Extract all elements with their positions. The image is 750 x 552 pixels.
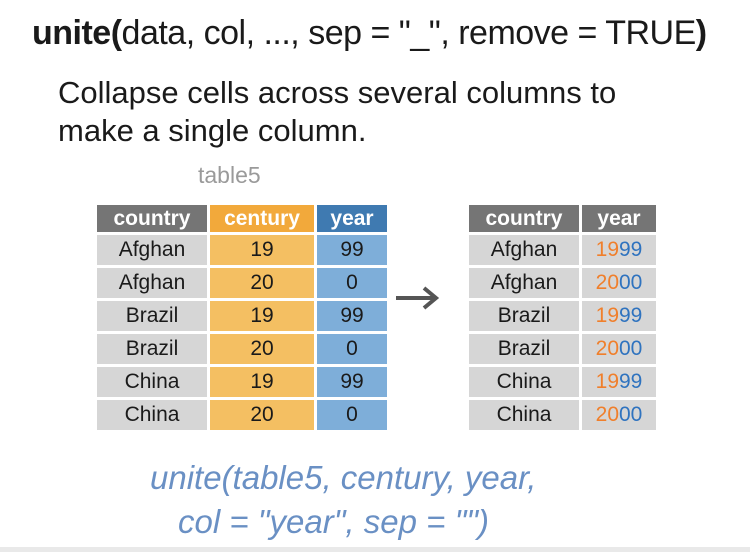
century-part: 20 [595,337,619,360]
cell-country: Afghan [469,268,579,298]
column-header-year: year [582,205,656,232]
cell-country: Brazil [469,334,579,364]
cell-century: 19 [210,301,314,331]
cell-year: 2000 [582,400,656,430]
cell-year: 1999 [582,301,656,331]
year-part: 99 [619,304,643,327]
column-header-year: year [317,205,387,232]
table-row: Afghan 2000 [469,268,656,298]
century-part: 20 [595,403,619,426]
cell-country: Afghan [469,235,579,265]
century-part: 19 [595,238,619,261]
table-row: China 1999 [469,367,656,397]
cell-year: 0 [317,334,387,364]
open-paren: ( [110,14,122,52]
cell-country: China [469,400,579,430]
year-part: 99 [619,370,643,393]
column-header-country: country [97,205,207,232]
header-row: country century year [97,205,387,232]
header-row: country year [469,205,656,232]
cell-century: 20 [210,334,314,364]
table-caption: table5 [198,162,261,188]
cell-country: China [97,400,207,430]
cell-year: 2000 [582,334,656,364]
year-part: 00 [619,337,643,360]
column-header-country: country [469,205,579,232]
cell-year: 0 [317,268,387,298]
table-row: China 19 99 [97,367,387,397]
right-arrow-icon [396,286,440,310]
century-part: 19 [595,370,619,393]
table-row: China 2000 [469,400,656,430]
cell-country: China [469,367,579,397]
description: Collapse cells across several columns to… [58,75,617,148]
cell-year: 1999 [582,235,656,265]
code-line-2: col = "year", sep = "") [178,503,489,540]
century-part: 20 [595,271,619,294]
output-table: country year Afghan 1999 Afghan 2000 Bra… [466,202,659,433]
table-row: Brazil 19 99 [97,301,387,331]
table-row: Brazil 1999 [469,301,656,331]
cell-year: 99 [317,367,387,397]
function-arguments: data, col, ..., sep = "_", remove = TRUE [121,14,697,52]
cell-year: 1999 [582,367,656,397]
year-part: 00 [619,271,643,294]
cell-country: China [97,367,207,397]
cell-century: 19 [210,235,314,265]
input-table: country century year Afghan 19 99 Afghan… [94,202,390,433]
divider [0,547,750,552]
code-line-1: unite(table5, century, year, [150,459,537,496]
cell-year: 99 [317,301,387,331]
cell-country: Brazil [97,334,207,364]
cell-year: 2000 [582,268,656,298]
year-part: 99 [619,238,643,261]
column-header-century: century [210,205,314,232]
table-row: Afghan 19 99 [97,235,387,265]
close-paren: ) [695,14,707,52]
cell-century: 20 [210,400,314,430]
function-signature: unite(data, col, ..., sep = "_", remove … [32,14,707,53]
cell-country: Brazil [469,301,579,331]
cell-year: 0 [317,400,387,430]
table-row: Brazil 20 0 [97,334,387,364]
table-row: China 20 0 [97,400,387,430]
code-example: unite(table5, century, year, col = "year… [150,456,536,544]
table-row: Afghan 1999 [469,235,656,265]
table-row: Afghan 20 0 [97,268,387,298]
cell-country: Afghan [97,268,207,298]
cell-century: 20 [210,268,314,298]
year-part: 00 [619,403,643,426]
cell-year: 99 [317,235,387,265]
function-name: unite [32,14,111,52]
table-row: Brazil 2000 [469,334,656,364]
cell-country: Afghan [97,235,207,265]
century-part: 19 [595,304,619,327]
cell-century: 19 [210,367,314,397]
cell-country: Brazil [97,301,207,331]
